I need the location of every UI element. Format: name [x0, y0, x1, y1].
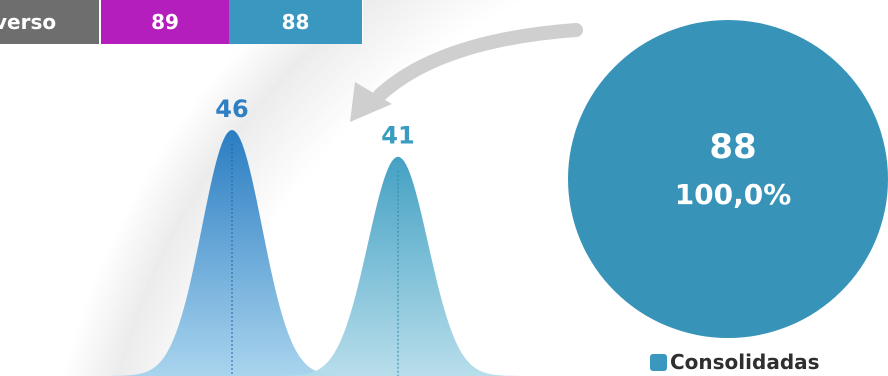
magenta-value-bar: 89 — [101, 0, 229, 44]
blue-value: 88 — [281, 10, 310, 34]
total-circle — [568, 20, 888, 338]
legend-label: Consolidadas — [670, 350, 820, 374]
blue-value-bar: 88 — [229, 0, 363, 44]
curved-arrow-icon — [373, 23, 583, 102]
magenta-value: 89 — [151, 10, 179, 34]
universo-label: verso — [0, 10, 57, 34]
peak-1-value-label: 46 — [215, 95, 248, 123]
arrow-head-icon — [350, 82, 392, 122]
legend-swatch — [650, 353, 667, 371]
circle-value: 88 — [709, 127, 757, 167]
peak-2-value-label: 41 — [381, 122, 414, 150]
universo-bar: verso — [0, 0, 99, 44]
circle-percent: 100,0% — [674, 178, 792, 211]
peak-series-2 — [278, 156, 518, 376]
legend: Consolidadas — [650, 350, 820, 374]
